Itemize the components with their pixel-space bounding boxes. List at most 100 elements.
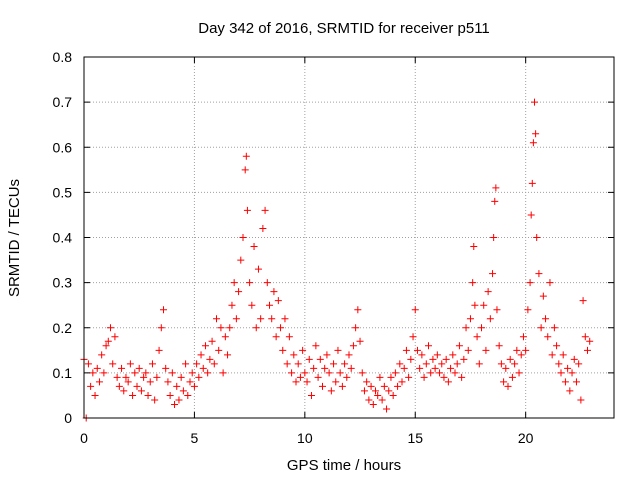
data-point — [447, 364, 455, 372]
data-point — [394, 382, 402, 390]
data-point — [330, 360, 338, 368]
data-point — [193, 360, 201, 368]
data-point — [577, 396, 585, 404]
data-point — [303, 378, 311, 386]
data-point — [206, 355, 214, 363]
data-point — [327, 387, 335, 395]
data-point — [168, 369, 176, 377]
data-point — [548, 351, 556, 359]
data-point — [332, 378, 340, 386]
data-point — [363, 378, 371, 386]
data-point — [109, 360, 117, 368]
data-point — [104, 337, 112, 345]
data-point — [358, 369, 366, 377]
chart-title: Day 342 of 2016, SRMTID for receiver p51… — [198, 20, 490, 37]
data-point — [290, 351, 298, 359]
data-point — [464, 346, 472, 354]
data-point — [532, 130, 540, 138]
data-point — [533, 234, 541, 241]
data-point — [420, 373, 428, 381]
y-tick-label: 0.6 — [53, 139, 73, 155]
data-point — [242, 152, 250, 160]
data-point — [219, 369, 227, 377]
data-point — [323, 351, 331, 359]
data-point — [122, 373, 130, 381]
data-point — [155, 346, 163, 354]
data-point — [513, 346, 521, 354]
data-point — [124, 378, 132, 386]
data-point — [442, 355, 450, 363]
data-point — [182, 360, 190, 368]
data-point — [95, 378, 103, 386]
data-point — [482, 346, 490, 354]
data-point — [529, 139, 537, 147]
data-point — [440, 373, 448, 381]
data-point — [436, 369, 444, 377]
data-point — [321, 364, 329, 372]
data-point — [389, 391, 397, 399]
data-point — [542, 315, 550, 323]
data-point — [307, 391, 315, 399]
data-point — [374, 391, 382, 399]
data-point — [140, 373, 148, 381]
data-point — [369, 400, 377, 408]
data-point — [354, 306, 362, 314]
data-point — [279, 346, 287, 354]
data-point — [365, 396, 373, 404]
data-point — [568, 369, 576, 377]
data-point — [469, 279, 477, 287]
data-point — [87, 382, 95, 390]
data-point — [217, 324, 225, 332]
y-tick-label: 0.4 — [53, 230, 73, 246]
data-point — [519, 333, 527, 341]
data-point — [438, 360, 446, 368]
data-point — [197, 351, 205, 359]
data-point — [537, 324, 545, 332]
data-point — [153, 373, 161, 381]
data-point — [480, 301, 488, 309]
data-point — [239, 234, 247, 241]
data-point — [228, 301, 236, 309]
data-point — [131, 369, 139, 377]
data-point — [146, 378, 154, 386]
data-point — [490, 234, 498, 241]
data-point — [356, 337, 364, 345]
data-point — [257, 315, 265, 323]
x-tick-label: 15 — [407, 430, 423, 446]
x-axis-title: GPS time / hours — [287, 457, 401, 474]
data-point — [164, 378, 172, 386]
data-point — [489, 270, 497, 278]
data-point — [312, 342, 320, 350]
data-point — [268, 315, 276, 323]
data-point — [84, 360, 92, 368]
data-point — [544, 333, 552, 341]
y-axis-title: SRMTID / TECUs — [6, 179, 23, 297]
data-point — [294, 360, 302, 368]
data-point — [531, 98, 538, 106]
data-point — [431, 364, 439, 372]
data-point — [310, 364, 318, 372]
data-point — [458, 373, 466, 381]
data-point — [557, 369, 565, 377]
data-point — [539, 292, 547, 300]
data-point — [281, 315, 289, 323]
y-tick-label: 0.8 — [53, 49, 73, 65]
data-point — [352, 324, 360, 332]
data-point — [93, 364, 101, 372]
data-point — [115, 382, 123, 390]
data-point — [453, 360, 461, 368]
data-point — [107, 324, 114, 332]
data-point — [391, 369, 399, 377]
x-tick-label: 5 — [191, 430, 199, 446]
data-point — [559, 351, 567, 359]
data-point — [243, 206, 251, 214]
data-point — [493, 306, 501, 314]
y-tick-label: 0.7 — [53, 94, 73, 110]
data-point — [570, 355, 578, 363]
data-point — [466, 315, 474, 323]
y-tick-label: 0.1 — [53, 365, 73, 381]
data-point — [259, 224, 267, 232]
data-point — [160, 306, 167, 314]
x-tick-label: 0 — [80, 430, 88, 446]
data-point — [581, 333, 589, 341]
